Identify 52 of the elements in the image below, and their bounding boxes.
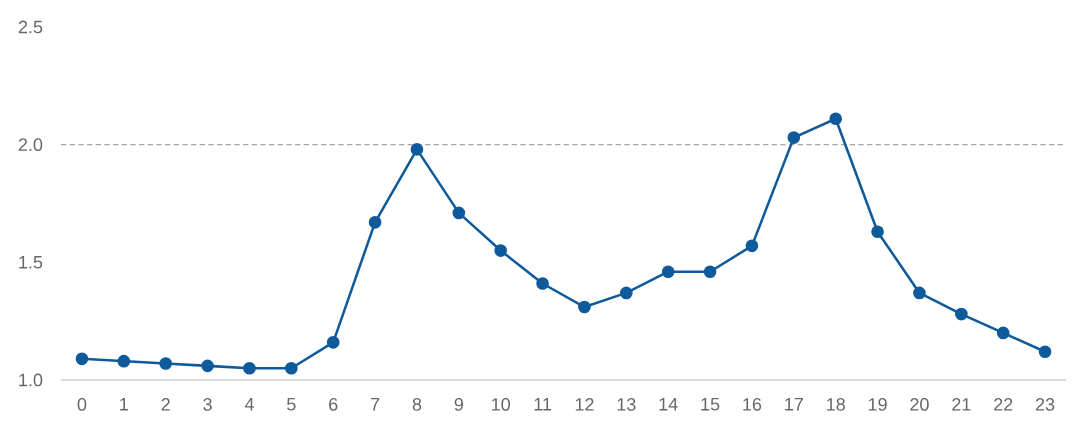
x-tick-label: 8 — [412, 398, 422, 411]
point — [452, 206, 466, 220]
point — [368, 215, 382, 229]
point — [117, 354, 131, 368]
point — [745, 239, 759, 253]
point — [201, 359, 214, 373]
point — [913, 286, 926, 300]
x-tick-label: 19 — [868, 398, 887, 411]
x-tick-label: 14 — [659, 398, 678, 411]
x-tick-label: 18 — [827, 398, 845, 411]
point — [75, 352, 89, 366]
y-tick-label: 1.0 — [19, 373, 43, 387]
x-tick-label: 1 — [120, 398, 128, 411]
point — [954, 307, 968, 321]
y-tick-label: 2.0 — [18, 138, 43, 152]
point — [578, 300, 591, 314]
point — [996, 326, 1010, 340]
x-tick-label: 21 — [952, 398, 971, 411]
x-tick-label: 10 — [492, 398, 510, 411]
x-tick-label: 7 — [370, 398, 380, 411]
x-tick-label: 2 — [161, 398, 170, 411]
point — [494, 244, 508, 257]
x-tick-label: 4 — [244, 398, 254, 411]
y-tick-label: 1.5 — [19, 256, 43, 269]
x-tick-label: 9 — [454, 398, 463, 411]
y-tick-label: 2.5 — [18, 20, 43, 34]
x-tick-label: 15 — [701, 398, 720, 411]
point — [1038, 345, 1052, 359]
x-tick-label: 12 — [575, 398, 594, 411]
point — [536, 277, 549, 290]
x-tick-label: 11 — [534, 398, 552, 411]
x-tick-label: 6 — [329, 398, 338, 411]
point — [661, 265, 675, 279]
x-tick-label: 20 — [910, 398, 929, 411]
point — [871, 225, 884, 239]
point — [619, 286, 633, 300]
point — [284, 361, 298, 375]
point — [703, 265, 717, 279]
x-tick-label: 13 — [617, 398, 636, 411]
x-tick-label: 3 — [203, 398, 212, 411]
point — [243, 361, 256, 375]
point — [326, 336, 340, 349]
x-tick-label: 22 — [994, 398, 1013, 411]
x-tick-label: 23 — [1035, 398, 1055, 411]
x-tick-label: 16 — [743, 398, 762, 411]
point — [787, 131, 801, 144]
point — [410, 143, 424, 156]
x-tick-label: 17 — [785, 398, 803, 411]
point — [159, 357, 173, 370]
x-tick-label: 0 — [77, 398, 87, 411]
point — [829, 112, 843, 126]
x-tick-label: 5 — [287, 398, 296, 411]
